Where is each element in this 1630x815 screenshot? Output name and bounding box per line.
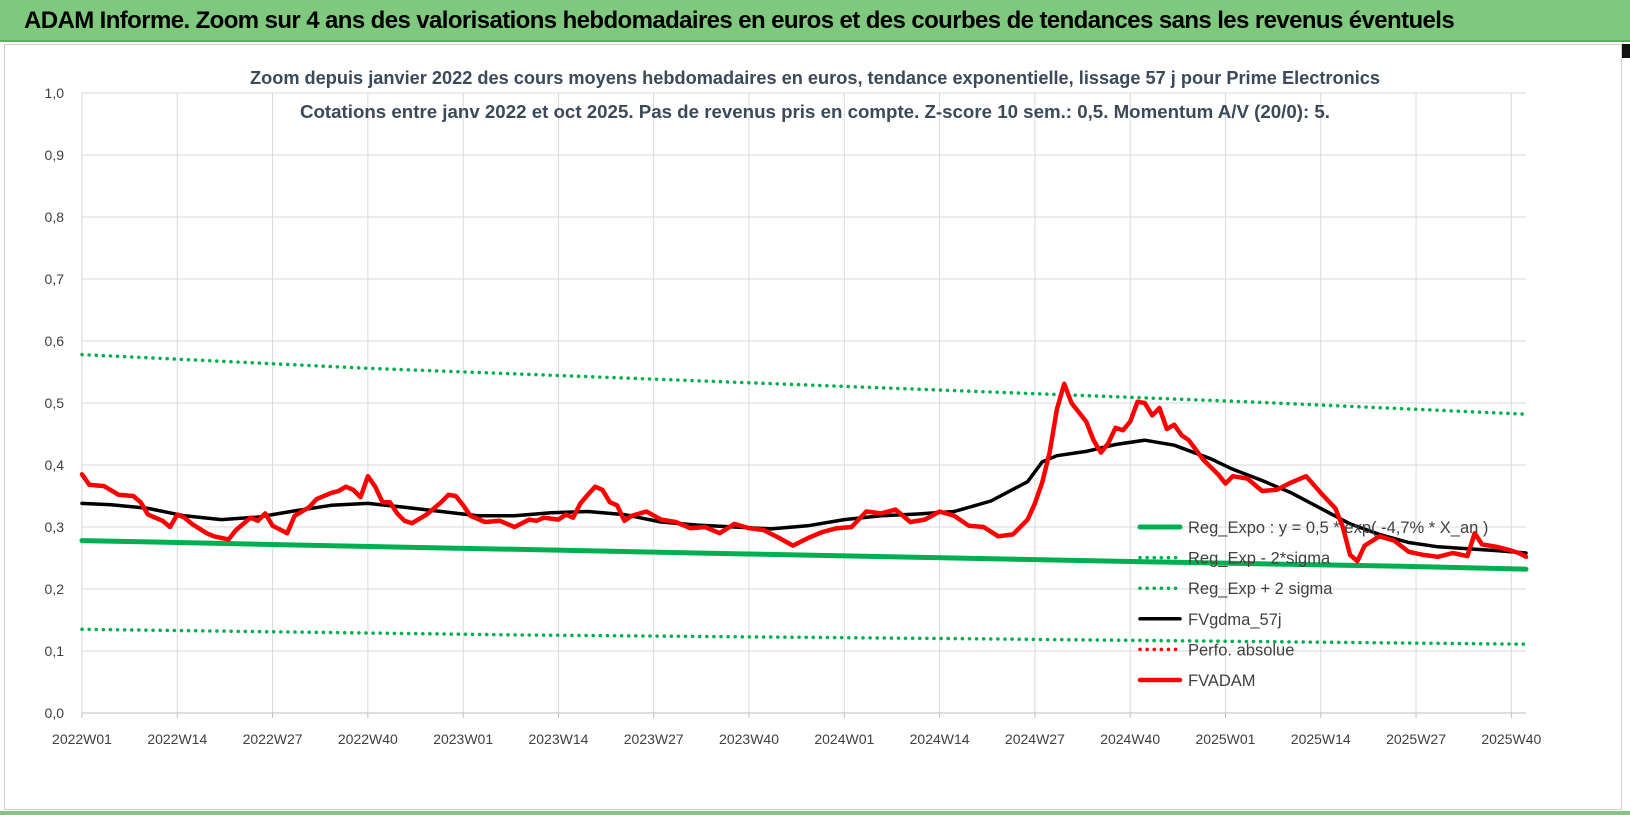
x-tick-label: 2023W14 [528,731,588,747]
chart-legend: Reg_Expo : y = 0,5 * exp( -4,7% * X_an )… [1137,519,1488,690]
y-tick-label: 0,5 [45,395,65,411]
report-banner: ADAM Informe. Zoom sur 4 ans des valoris… [0,0,1630,42]
legend-entry: Reg_Exp - 2*sigma [1188,550,1331,568]
x-tick-label: 2025W01 [1196,731,1256,747]
y-tick-label: 0,7 [45,271,65,287]
y-tick-label: 0,4 [45,457,65,473]
x-tick-label: 2024W01 [814,731,874,747]
chart-grid [81,92,1526,718]
x-tick-label: 2022W14 [147,731,207,747]
y-tick-label: 0,6 [45,333,65,349]
chart-subtitle: Cotations entre janv 2022 et oct 2025. P… [300,101,1330,122]
series-line-fvadam [79,381,1529,564]
x-tick-label: 2022W40 [338,731,398,747]
chart-frame [4,44,1622,810]
y-tick-label: 0,9 [45,147,65,163]
chart-title: Zoom depuis janvier 2022 des cours moyen… [250,67,1380,88]
bottom-bar [0,811,1630,815]
x-tick-label: 2023W27 [624,731,684,747]
x-tick-label: 2023W01 [433,731,493,747]
series-line-reg-exp-2-sigma [80,627,1528,646]
series-line-reg-expo-y-0-5-exp-4-7-x-an [79,538,1529,572]
y-tick-label: 0,1 [45,643,65,659]
y-axis-labels: 0,0 0,1 0,2 0,3 0,4 0,5 0,6 0,7 0,8 0,9 1,0 [45,85,65,721]
legend-entry: Perfo. absolue [1188,641,1294,659]
x-tick-label: 2023W40 [719,731,779,747]
y-tick-label: 0,8 [45,209,65,225]
y-tick-label: 1,0 [45,85,65,101]
x-tick-label: 2025W27 [1386,731,1446,747]
legend-entry: FVgdma_57j [1188,611,1282,629]
x-tick-label: 2022W01 [52,731,112,747]
x-tick-label: 2022W27 [243,731,303,747]
x-tick-label: 2024W27 [1005,731,1065,747]
x-tick-label: 2025W14 [1291,731,1351,747]
x-tick-label: 2025W40 [1481,731,1541,747]
series-line-fvgdma-57j [80,438,1528,555]
y-tick-label: 0,2 [45,581,65,597]
legend-entry: FVADAM [1188,672,1256,690]
series-line-reg-exp-2-sigma [80,352,1528,416]
y-tick-label: 0,3 [45,519,65,535]
report-title: ADAM Informe. Zoom sur 4 ans des valoris… [24,7,1455,34]
x-tick-label: 2024W14 [910,731,970,747]
legend-entry: Reg_Exp + 2 sigma [1188,580,1333,598]
chart-titles: Zoom depuis janvier 2022 des cours moyen… [250,67,1380,122]
x-tick-label: 2024W40 [1100,731,1160,747]
chart-lines [79,352,1529,646]
corner-marker [1622,44,1630,58]
y-tick-label: 0,0 [45,705,65,721]
legend-entry: Reg_Expo : y = 0,5 * exp( -4,7% * X_an ) [1188,519,1488,537]
x-axis-labels: 2022W01 2022W14 2022W27 2022W40 2023W01 2023W… [52,731,1541,747]
